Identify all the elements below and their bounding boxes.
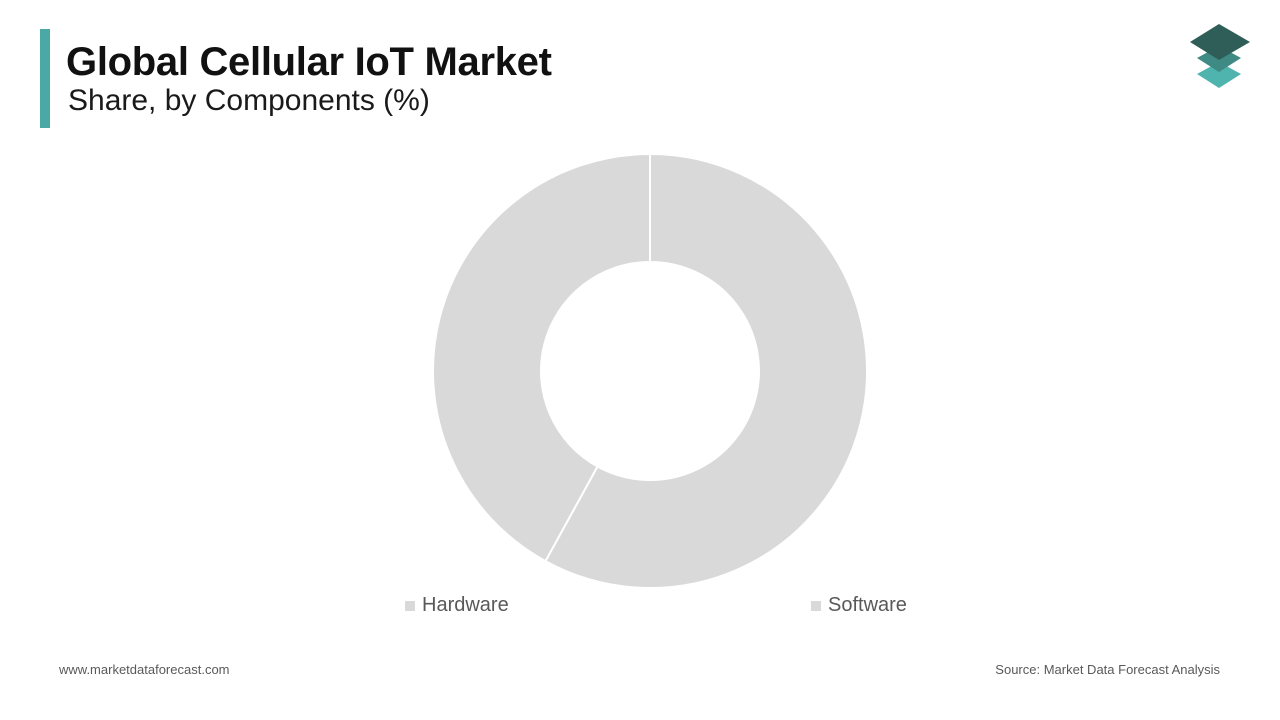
legend-swatch-hardware	[405, 600, 415, 611]
legend-item-software: Software	[811, 594, 907, 617]
legend-label-hardware: Hardware	[422, 594, 509, 616]
donut-slice-software	[544, 152, 868, 589]
legend-swatch-software	[811, 600, 821, 611]
chart-title: Global Cellular IoT Market	[66, 40, 552, 84]
source-note: Source: Market Data Forecast Analysis	[995, 662, 1220, 677]
logo-layer-bottom	[1197, 62, 1241, 88]
chart-subtitle: Share, by Components (%)	[68, 84, 430, 117]
legend-item-hardware: Hardware	[405, 594, 509, 617]
donut-slice-hardware	[431, 152, 651, 563]
stacked-layers-icon	[1190, 24, 1250, 88]
logo-layer-top	[1190, 24, 1250, 60]
title-accent-bar	[40, 29, 50, 128]
legend-label-software: Software	[828, 594, 907, 616]
donut-slices	[431, 152, 868, 589]
website-link[interactable]: www.marketdataforecast.com	[59, 662, 230, 677]
